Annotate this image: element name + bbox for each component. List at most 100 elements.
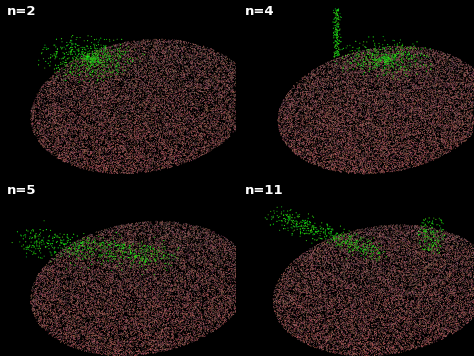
Point	[190, 81, 197, 87]
Point	[171, 276, 179, 282]
Point	[445, 282, 453, 287]
Point	[136, 343, 144, 349]
Point	[163, 334, 171, 340]
Point	[93, 233, 100, 239]
Point	[438, 60, 445, 66]
Point	[380, 240, 388, 245]
Point	[103, 302, 110, 308]
Point	[108, 169, 115, 175]
Point	[351, 116, 358, 122]
Point	[346, 168, 354, 174]
Point	[394, 234, 402, 240]
Point	[421, 155, 428, 161]
Point	[228, 70, 236, 76]
Point	[48, 294, 55, 300]
Point	[106, 299, 114, 305]
Point	[231, 255, 238, 261]
Point	[436, 104, 443, 109]
Point	[162, 268, 169, 273]
Point	[47, 320, 55, 326]
Point	[412, 84, 420, 89]
Point	[454, 59, 462, 64]
Point	[443, 240, 451, 245]
Point	[84, 251, 92, 257]
Point	[64, 305, 72, 311]
Point	[45, 119, 52, 125]
Point	[27, 293, 35, 299]
Point	[421, 230, 429, 236]
Point	[219, 66, 227, 71]
Point	[358, 255, 365, 260]
Point	[427, 253, 434, 258]
Point	[117, 272, 124, 277]
Point	[299, 91, 307, 97]
Point	[458, 285, 465, 291]
Point	[309, 106, 316, 112]
Point	[371, 130, 379, 135]
Point	[163, 230, 170, 235]
Point	[338, 103, 346, 108]
Point	[80, 79, 87, 84]
Point	[29, 108, 37, 114]
Point	[42, 87, 49, 93]
Point	[212, 235, 220, 240]
Point	[343, 150, 351, 156]
Point	[220, 125, 228, 131]
Point	[443, 66, 451, 72]
Point	[459, 139, 467, 145]
Point	[139, 114, 146, 119]
Point	[418, 226, 425, 231]
Point	[354, 261, 362, 266]
Point	[336, 75, 343, 81]
Point	[435, 298, 443, 304]
Point	[40, 265, 47, 271]
Point	[353, 50, 361, 56]
Point	[85, 67, 92, 72]
Point	[188, 335, 196, 340]
Point	[220, 272, 228, 278]
Point	[89, 303, 97, 308]
Point	[391, 264, 398, 270]
Point	[294, 258, 302, 264]
Point	[70, 104, 78, 110]
Point	[161, 301, 169, 307]
Point	[276, 280, 283, 286]
Point	[114, 42, 121, 47]
Point	[94, 75, 101, 80]
Point	[298, 140, 305, 146]
Point	[28, 228, 36, 234]
Point	[156, 87, 164, 92]
Point	[376, 82, 383, 88]
Point	[93, 344, 101, 349]
Point	[323, 136, 330, 142]
Point	[143, 160, 150, 166]
Point	[151, 235, 158, 240]
Point	[53, 282, 60, 287]
Point	[382, 276, 389, 282]
Point	[140, 54, 147, 60]
Point	[97, 342, 105, 347]
Point	[108, 300, 116, 306]
Point	[389, 258, 397, 264]
Point	[36, 297, 43, 302]
Point	[368, 93, 375, 99]
Point	[446, 315, 454, 321]
Point	[220, 61, 228, 66]
Point	[333, 134, 340, 140]
Point	[125, 167, 132, 172]
Point	[161, 338, 169, 344]
Point	[109, 144, 117, 150]
Point	[295, 89, 302, 95]
Point	[408, 80, 416, 85]
Point	[348, 162, 356, 168]
Point	[331, 326, 339, 332]
Point	[446, 99, 454, 104]
Point	[70, 250, 78, 256]
Point	[144, 222, 151, 227]
Point	[357, 349, 365, 355]
Point	[397, 82, 404, 88]
Point	[389, 266, 397, 271]
Point	[462, 269, 470, 275]
Point	[392, 77, 399, 82]
Point	[200, 236, 207, 242]
